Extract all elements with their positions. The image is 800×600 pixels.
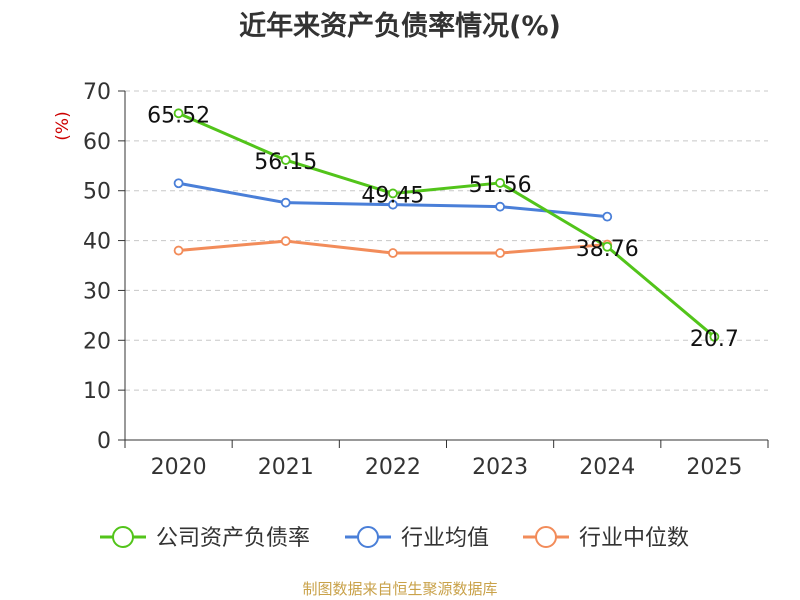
y-tick-label: 40 (83, 230, 111, 255)
data-point (495, 201, 505, 212)
source-footer: 制图数据来自恒生聚源数据库 (302, 580, 498, 598)
y-tick-label: 30 (83, 279, 111, 304)
legend-label: 公司资产负债率 (156, 526, 310, 551)
data-point (388, 248, 398, 258)
axes: 0 10 20 30 40 50 60 70 2020 2021 2022 2023 2024 2025 (… (53, 80, 769, 480)
data-point (280, 197, 291, 208)
data-point (495, 248, 505, 258)
data-label: 65.52 (147, 103, 210, 128)
x-tick-label: 2024 (579, 455, 635, 480)
data-label: 20.7 (690, 327, 739, 352)
data-point (173, 178, 184, 189)
data-label: 51.56 (469, 173, 532, 198)
data-label: 56.15 (254, 150, 317, 175)
data-point (495, 178, 505, 188)
y-tick-label: 60 (83, 130, 111, 155)
legend-label: 行业均值 (401, 526, 489, 551)
legend-marker (112, 526, 134, 548)
y-tick-label: 70 (83, 80, 111, 105)
legend-label: 行业中位数 (579, 526, 689, 551)
legend: 公司资产负债率 行业均值 行业中位数 (100, 526, 689, 551)
y-tick-label: 50 (83, 180, 111, 205)
data-labels: 65.52 56.15 49.45 51.56 38.76 20.7 (147, 103, 739, 351)
x-tick-label: 2022 (365, 455, 421, 480)
x-tick-label: 2025 (686, 455, 742, 480)
data-point (280, 236, 291, 246)
data-point (709, 331, 720, 342)
data-label: 38.76 (576, 237, 639, 262)
x-tick-label: 2021 (258, 455, 314, 480)
series-line (177, 111, 716, 338)
data-point (602, 211, 613, 222)
data-point (602, 241, 613, 252)
gridlines (125, 90, 768, 391)
x-tick-label: 2023 (472, 455, 528, 480)
legend-marker (535, 526, 557, 548)
data-point (173, 245, 184, 256)
x-tick-label: 2020 (151, 455, 207, 480)
y-tick-label: 10 (83, 379, 111, 404)
data-label: 49.45 (361, 183, 424, 208)
y-tick-label: 20 (83, 329, 111, 354)
data-point (280, 155, 291, 165)
y-axis-label: (%) (53, 111, 73, 140)
data-point (388, 188, 398, 199)
legend-marker (357, 526, 379, 548)
data-point (388, 199, 398, 210)
chart-title: 近年来资产负债率情况(%) (239, 11, 561, 42)
series-lines (173, 108, 720, 342)
y-tick-label: 0 (97, 429, 111, 454)
data-point (173, 108, 184, 119)
